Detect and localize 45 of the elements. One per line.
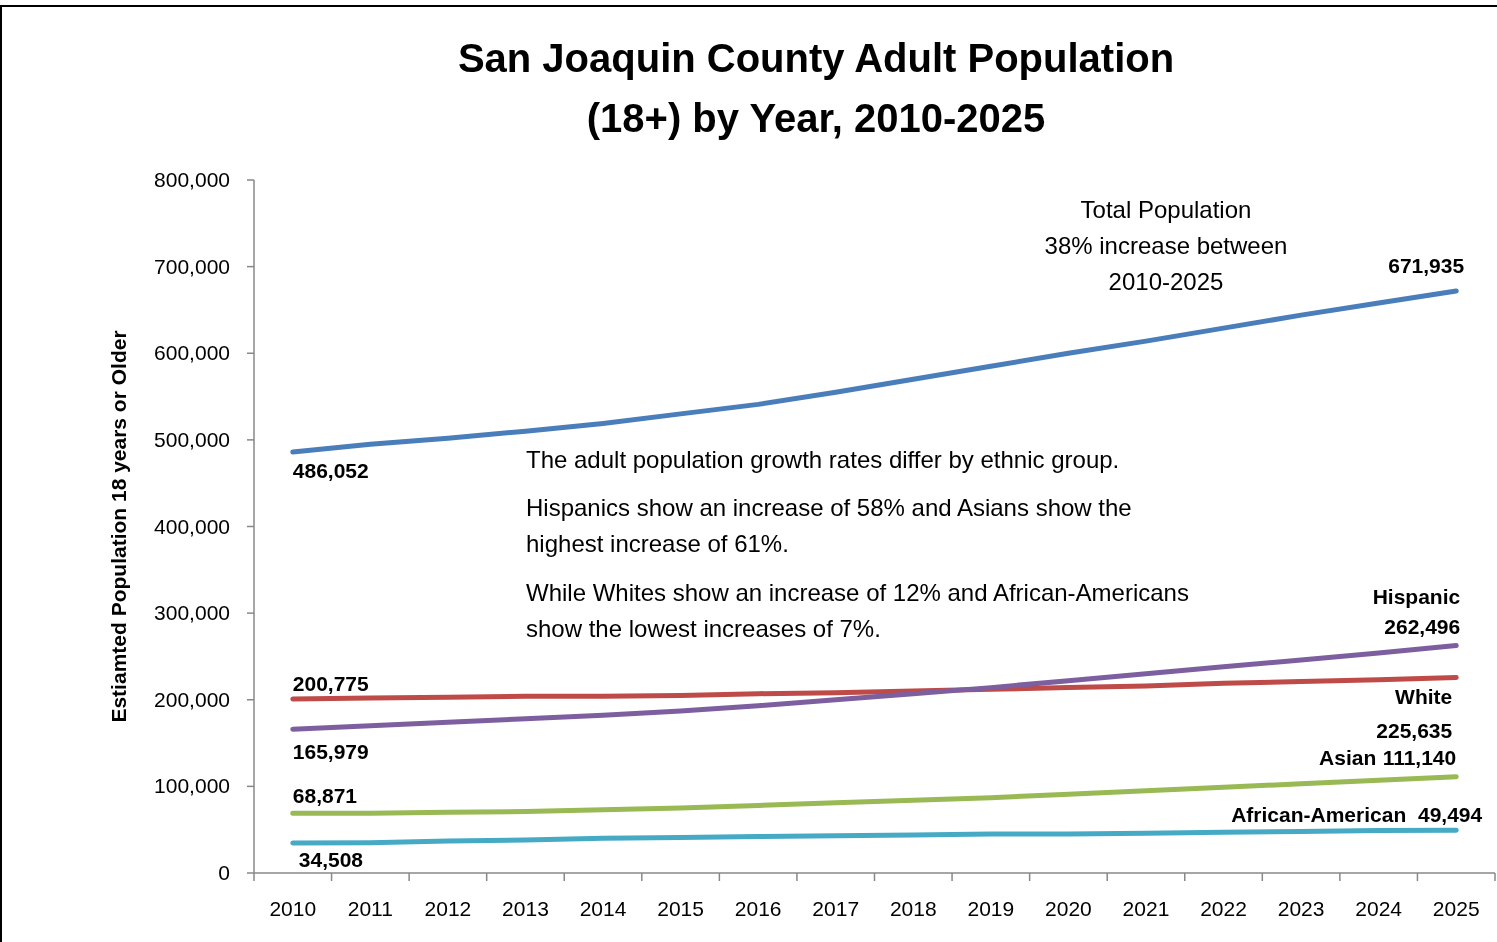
series-label: African-American <box>1231 803 1407 827</box>
data-label: 671,935 <box>1388 253 1465 277</box>
y-tick-label: 800,000 <box>154 168 230 191</box>
series-label: White <box>1395 684 1453 708</box>
y-tick-label: 600,000 <box>154 341 230 365</box>
x-tick-label: 2022 <box>1200 897 1247 920</box>
data-label: 225,635 <box>1376 718 1453 742</box>
annotation: Hispanics show an increase of 58% and Asians show the highest increase of 61%. <box>526 494 1132 557</box>
x-tick-label: 2011 <box>347 897 393 920</box>
chart-title: San Joaquin County Adult Population (18+) by Year, 2010-2025 <box>457 36 1175 140</box>
y-tick-label: 200,000 <box>154 687 230 711</box>
annotation: While Whites show an increase of 12% and African-Americans show the lowest increases of 7%. <box>526 579 1189 642</box>
y-tick-label: 0 <box>218 861 230 884</box>
annotation: Total Population 38% increase between 2010-2025 <box>1044 196 1288 295</box>
x-tick-label: 2025 <box>1432 897 1480 920</box>
x-tick-label: 2024 <box>1355 897 1403 920</box>
annotation: The adult population growth rates differ by ethnic group. <box>526 446 1120 473</box>
series-label: Asian <box>1319 745 1377 769</box>
x-tick-label: 2018 <box>889 897 937 920</box>
x-tick-label: 2016 <box>734 897 782 920</box>
x-tick-label: 2013 <box>502 897 549 920</box>
x-tick-label: 2019 <box>967 897 1015 920</box>
y-tick-label: 300,000 <box>154 601 230 625</box>
data-label: 486,052 <box>292 458 369 482</box>
x-tick-label: 2014 <box>579 897 627 920</box>
y-tick-label: 700,000 <box>154 254 230 278</box>
data-label: 200,775 <box>292 672 370 696</box>
data-label: 262,496 <box>1384 614 1461 638</box>
y-tick-label: 400,000 <box>154 514 230 538</box>
data-label: 165,979 <box>292 740 369 764</box>
data-label: 49,494 <box>1417 803 1483 827</box>
x-tick-label: 2020 <box>1045 897 1092 920</box>
x-tick-label: 2015 <box>657 897 704 920</box>
y-axis-title: Estiamted Population 18 years or Older <box>107 330 130 723</box>
series-label: Hispanic <box>1372 584 1461 608</box>
x-tick-label: 2017 <box>812 897 860 920</box>
data-label: 68,871 <box>292 784 358 808</box>
x-tick-label: 2012 <box>424 897 472 920</box>
y-tick-label: 500,000 <box>154 427 230 451</box>
x-tick-label: 2023 <box>1277 897 1325 920</box>
x-tick-label: 2010 <box>269 897 317 920</box>
x-tick-label: 2021 <box>1122 897 1170 920</box>
data-label: 111,140 <box>1382 745 1457 769</box>
data-label: 34,508 <box>298 848 364 872</box>
y-tick-label: 100,000 <box>154 774 230 798</box>
